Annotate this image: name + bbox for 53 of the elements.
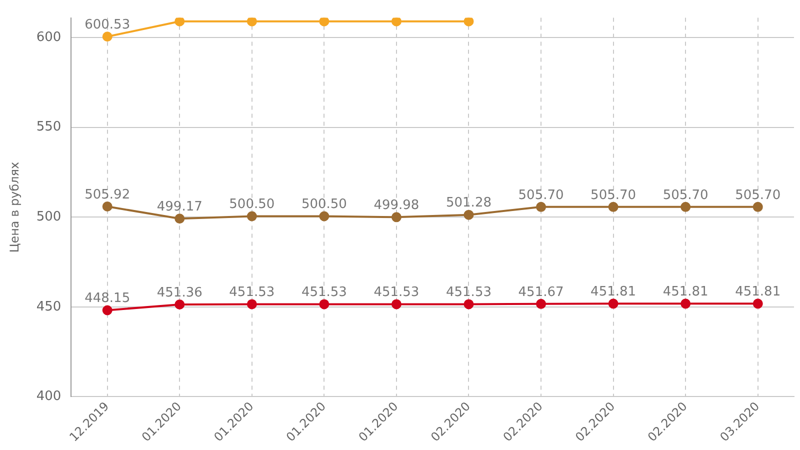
y-tick-label: 500 [36,210,62,225]
point [319,211,330,222]
data-label: 451.53 [229,285,275,300]
y-tick-label: 400 [36,389,62,404]
data-label: 451.53 [446,285,492,300]
point [246,211,257,222]
point [680,298,691,309]
point [102,32,112,42]
data-label: 501.28 [446,196,492,211]
data-label: 505.92 [84,187,130,202]
data-label: 505.70 [662,188,708,203]
point [319,18,330,26]
data-label: 451.81 [590,284,636,300]
data-label: 505.70 [590,188,636,203]
point [391,212,402,222]
data-label: 451.53 [301,285,347,300]
point [464,18,474,26]
data-label: 451.81 [662,284,708,300]
data-label: 451.36 [156,285,202,300]
point [391,299,402,310]
y-tick-label: 550 [36,120,62,135]
point [174,18,185,26]
point [608,202,618,212]
point [174,299,185,310]
point [536,298,546,309]
data-label: 499.17 [156,200,202,215]
data-label: 505.70 [518,188,564,203]
y-tick-label: 600 [36,30,62,45]
y-axis-title: Цена в рублях [7,162,22,253]
point [102,305,112,316]
point [536,202,546,212]
point [608,298,618,309]
point [246,299,257,310]
data-label: 448.15 [84,291,130,306]
point [102,202,112,212]
data-label: 600.53 [84,17,130,32]
y-tick-label: 450 [36,299,62,314]
data-label: 505.70 [735,188,781,203]
point [319,299,330,310]
data-label: 451.67 [518,284,564,300]
point [391,18,402,26]
data-label: 500.50 [229,197,275,212]
point [680,202,691,212]
data-label: 500.50 [301,197,347,212]
point [464,210,474,220]
point [174,214,185,224]
point [752,298,763,309]
point [464,299,474,310]
data-label: 451.81 [735,284,781,300]
data-label: 451.53 [374,285,420,300]
point [246,18,257,26]
point [752,202,763,212]
data-label: 499.98 [374,198,420,214]
